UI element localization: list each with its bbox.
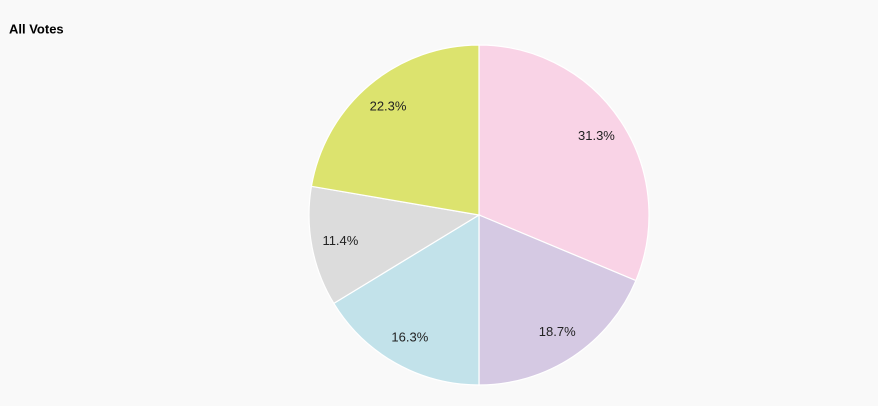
slice-label: 16.3% [391, 329, 428, 344]
slice-label: 18.7% [539, 324, 576, 339]
pie-slice [332, 213, 480, 386]
slice-label: 31.3% [578, 128, 615, 143]
pie-slice [478, 44, 650, 282]
pie-slice [308, 185, 481, 305]
pie-slice [478, 214, 637, 386]
pie-slice [310, 44, 480, 216]
slice-label: 22.3% [370, 99, 407, 114]
chart-title: All Votes [9, 21, 64, 36]
slice-label: 11.4% [322, 233, 358, 248]
